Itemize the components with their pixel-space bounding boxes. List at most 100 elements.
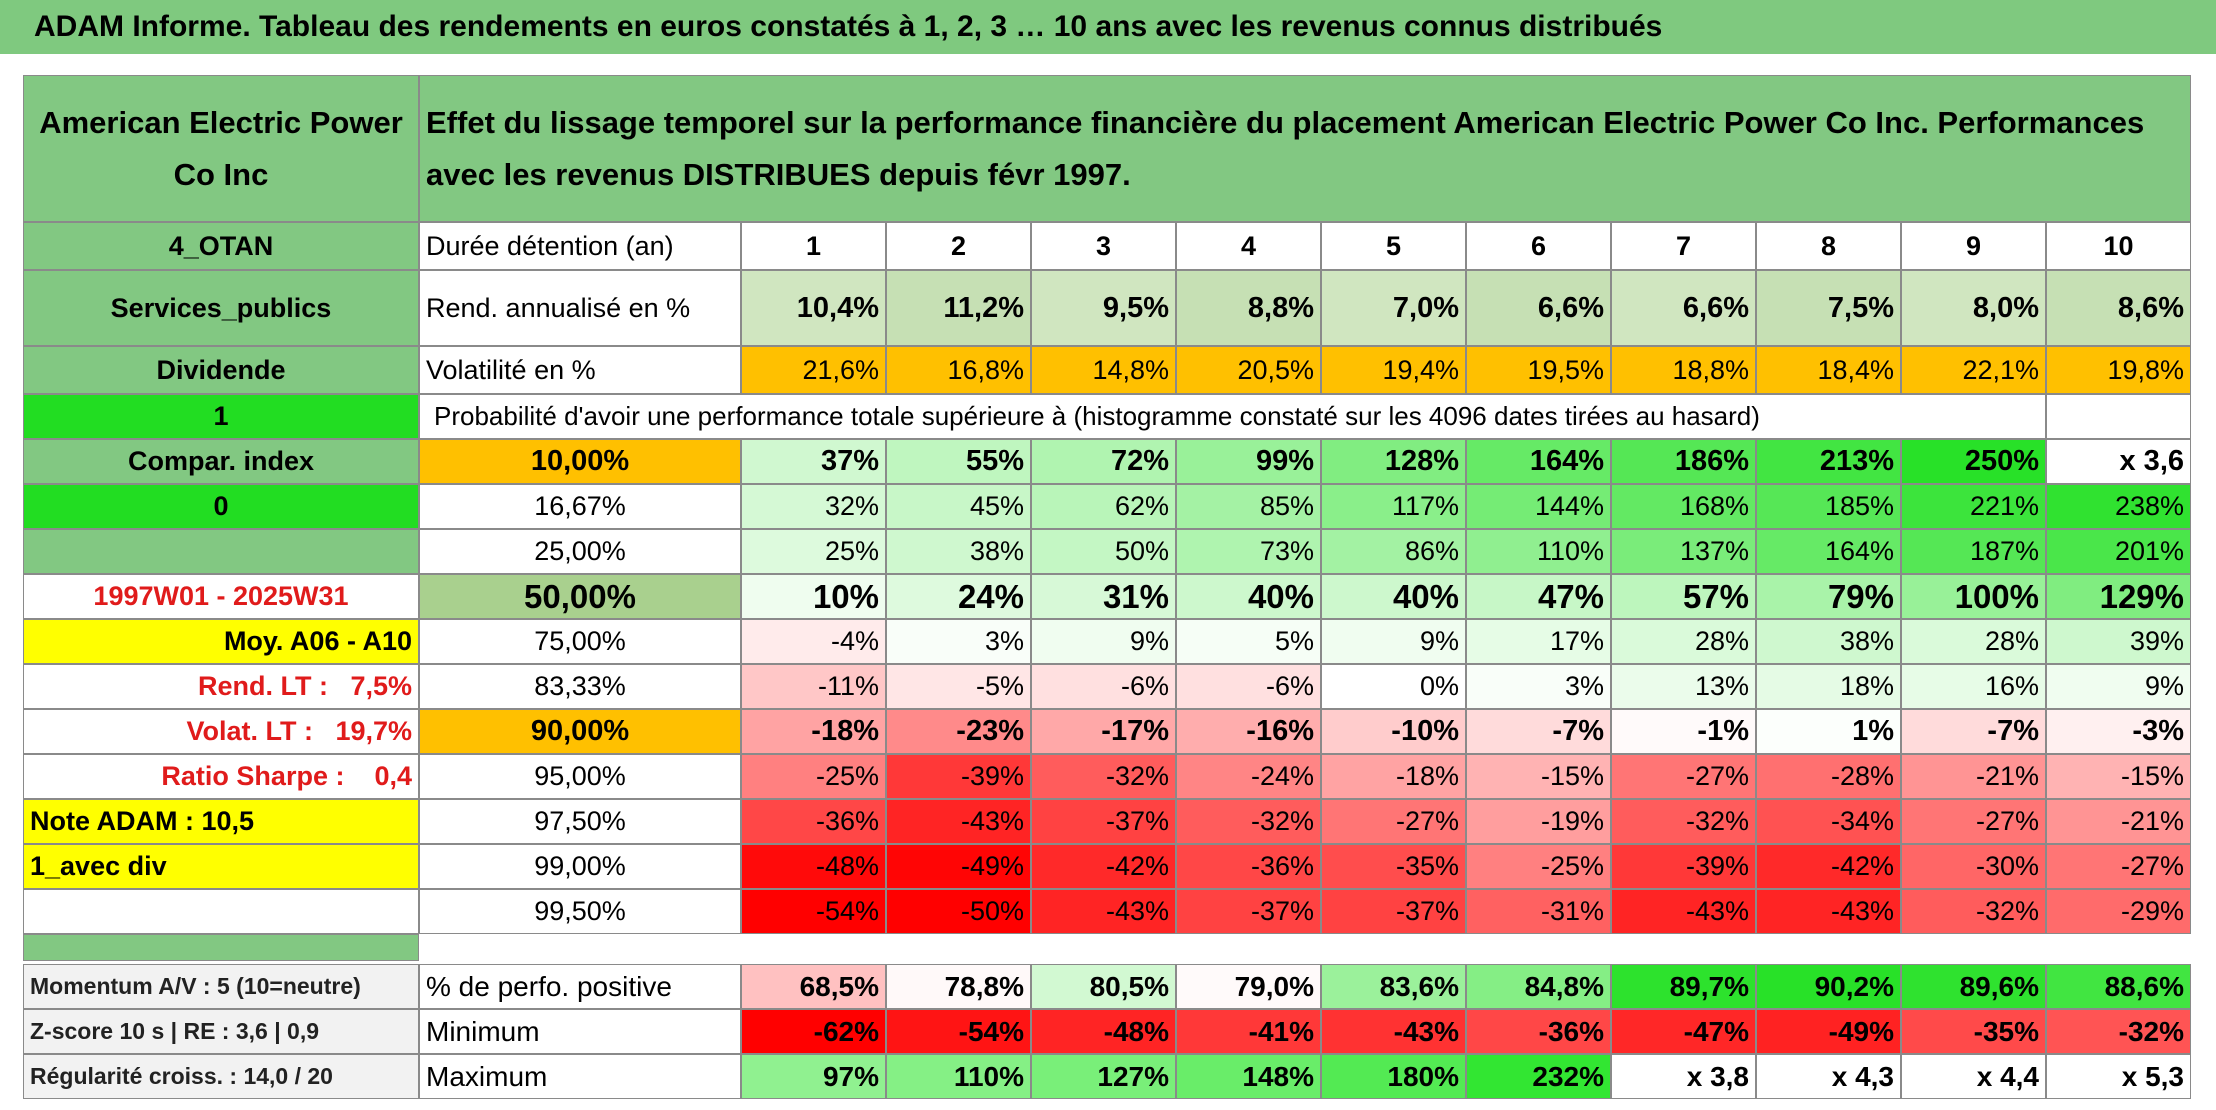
value-cell: 32% — [741, 484, 886, 529]
value-cell: -1% — [1611, 709, 1756, 754]
value-cell: 89,7% — [1611, 964, 1756, 1009]
row-label: 1_avec div — [23, 844, 419, 889]
value-cell: -17% — [1031, 709, 1176, 754]
quantile: 90,00% — [419, 709, 741, 754]
value-cell: x 3,6 — [2046, 439, 2191, 484]
value-cell: 6,6% — [1611, 270, 1756, 346]
row-name: Durée détention (an) — [419, 222, 741, 270]
value-cell: 14,8% — [1031, 346, 1176, 394]
value-cell: -15% — [2046, 754, 2191, 799]
quantile: 99,00% — [419, 844, 741, 889]
value-cell: -49% — [886, 844, 1031, 889]
summary-name: % de perfo. positive — [419, 964, 741, 1009]
summary-name: Minimum — [419, 1009, 741, 1054]
value-cell: -18% — [1321, 754, 1466, 799]
value-cell: 21,6% — [741, 346, 886, 394]
value-cell: 250% — [1901, 439, 2046, 484]
value-cell: 72% — [1031, 439, 1176, 484]
value-cell: 83,6% — [1321, 964, 1466, 1009]
value-cell: 238% — [2046, 484, 2191, 529]
value-cell: 50% — [1031, 529, 1176, 574]
value-cell: -43% — [886, 799, 1031, 844]
value-cell: 3% — [1466, 664, 1611, 709]
value-cell: 45% — [886, 484, 1031, 529]
value-cell: -37% — [1176, 889, 1321, 934]
value-cell: x 3,8 — [1611, 1054, 1756, 1099]
value-cell: 128% — [1321, 439, 1466, 484]
value-cell: -4% — [741, 619, 886, 664]
value-cell: -62% — [741, 1009, 886, 1054]
quantile: 83,33% — [419, 664, 741, 709]
value-cell: 110% — [1466, 529, 1611, 574]
row-label: 1 — [23, 394, 419, 439]
quantile: 97,50% — [419, 799, 741, 844]
value-cell: 180% — [1321, 1054, 1466, 1099]
value-cell: -48% — [741, 844, 886, 889]
separator — [23, 934, 419, 961]
value-cell: -42% — [1031, 844, 1176, 889]
value-cell: 164% — [1756, 529, 1901, 574]
value-cell: 186% — [1611, 439, 1756, 484]
value-cell: 85% — [1176, 484, 1321, 529]
value-cell: -32% — [1901, 889, 2046, 934]
value-cell: -7% — [1901, 709, 2046, 754]
value-cell: 8 — [1756, 222, 1901, 270]
value-cell: 201% — [2046, 529, 2191, 574]
value-cell: 10 — [2046, 222, 2191, 270]
value-cell: -50% — [886, 889, 1031, 934]
value-cell: -43% — [1756, 889, 1901, 934]
report-title: ADAM Informe. Tableau des rendements en … — [0, 0, 2216, 54]
value-cell: -16% — [1176, 709, 1321, 754]
value-cell: -27% — [1321, 799, 1466, 844]
value-cell: -27% — [1611, 754, 1756, 799]
note: Probabilité d'avoir une performance tota… — [419, 394, 2046, 439]
value-cell: -24% — [1176, 754, 1321, 799]
value-cell: 164% — [1466, 439, 1611, 484]
value-cell: 110% — [886, 1054, 1031, 1099]
value-cell: 19,8% — [2046, 346, 2191, 394]
value-cell: 24% — [886, 574, 1031, 619]
value-cell: 10% — [741, 574, 886, 619]
value-cell: 73% — [1176, 529, 1321, 574]
value-cell: 68,5% — [741, 964, 886, 1009]
value-cell: 47% — [1466, 574, 1611, 619]
value-cell: 117% — [1321, 484, 1466, 529]
value-cell: 6 — [1466, 222, 1611, 270]
value-cell: -42% — [1756, 844, 1901, 889]
fund-name: American Electric Power Co Inc — [23, 75, 419, 222]
value-cell: 9% — [2046, 664, 2191, 709]
value-cell: 11,2% — [886, 270, 1031, 346]
value-cell: 129% — [2046, 574, 2191, 619]
value-cell: 37% — [741, 439, 886, 484]
value-cell: 127% — [1031, 1054, 1176, 1099]
value-cell: 80,5% — [1031, 964, 1176, 1009]
summary-name: Maximum — [419, 1054, 741, 1099]
value-cell: 38% — [886, 529, 1031, 574]
value-cell: 221% — [1901, 484, 2046, 529]
value-cell: 16% — [1901, 664, 2046, 709]
value-cell: 13% — [1611, 664, 1756, 709]
row-name: Volatilité en % — [419, 346, 741, 394]
value-cell: 5 — [1321, 222, 1466, 270]
value-cell: 7 — [1611, 222, 1756, 270]
value-cell: -37% — [1321, 889, 1466, 934]
value-cell: -32% — [1611, 799, 1756, 844]
value-cell: 28% — [1901, 619, 2046, 664]
value-cell: 19,5% — [1466, 346, 1611, 394]
value-cell: 1% — [1756, 709, 1901, 754]
quantile: 10,00% — [419, 439, 741, 484]
value-cell: 90,2% — [1756, 964, 1901, 1009]
summary-label: Z-score 10 s | RE : 3,6 | 0,9 — [23, 1009, 419, 1054]
value-cell: -19% — [1466, 799, 1611, 844]
row-label: Services_publics — [23, 270, 419, 346]
value-cell: 2 — [886, 222, 1031, 270]
value-cell: 3 — [1031, 222, 1176, 270]
value-cell: 7,0% — [1321, 270, 1466, 346]
row-label: Volat. LT : 19,7% — [23, 709, 419, 754]
value-cell: -43% — [1321, 1009, 1466, 1054]
row-label: Compar. index — [23, 439, 419, 484]
value-cell: -7% — [1466, 709, 1611, 754]
value-cell: 89,6% — [1901, 964, 2046, 1009]
value-cell: 78,8% — [886, 964, 1031, 1009]
